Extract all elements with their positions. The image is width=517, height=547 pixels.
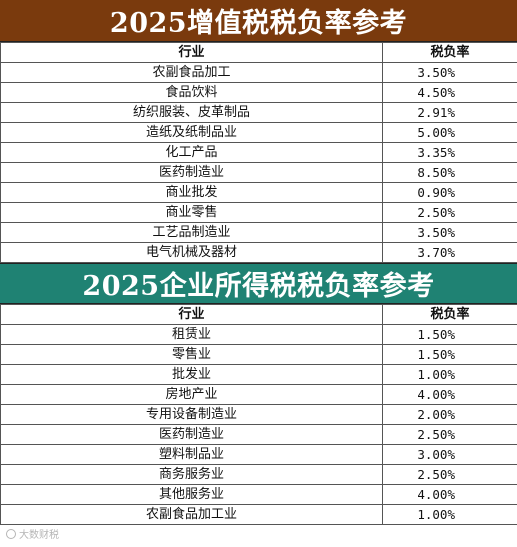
rate-cell: 1.00% — [382, 504, 517, 525]
rate-cell: 2.50% — [382, 464, 517, 485]
table-row: 批发业 1.00% — [0, 364, 517, 385]
industry-cell: 房地产业 — [0, 384, 383, 405]
cit-table-header-row: 行业 税负率 — [0, 304, 517, 325]
vat-header-rate: 税负率 — [382, 42, 517, 63]
rate-cell: 2.50% — [382, 202, 517, 223]
watermark-logo-icon — [6, 528, 16, 539]
table-row: 专用设备制造业 2.00% — [0, 404, 517, 425]
rate-cell: 5.00% — [382, 122, 517, 143]
rate-cell: 3.50% — [382, 222, 517, 243]
industry-cell: 电气机械及器材 — [0, 242, 383, 263]
industry-cell: 工艺品制造业 — [0, 222, 383, 243]
rate-cell: 1.00% — [382, 364, 517, 385]
rate-cell: 8.50% — [382, 162, 517, 183]
rate-cell: 4.50% — [382, 82, 517, 103]
industry-cell: 纺织服装、皮革制品 — [0, 102, 383, 123]
industry-cell: 医药制造业 — [0, 162, 383, 183]
rate-cell: 2.50% — [382, 424, 517, 445]
watermark-text: 大数财税 — [19, 530, 59, 541]
rate-cell: 1.50% — [382, 344, 517, 365]
rate-cell: 4.00% — [382, 384, 517, 405]
cit-header-rate: 税负率 — [382, 304, 517, 325]
table-row: 医药制造业 2.50% — [0, 424, 517, 445]
industry-cell: 农副食品加工业 — [0, 504, 383, 525]
table-row: 工艺品制造业 3.50% — [0, 222, 517, 243]
vat-table-body: 农副食品加工 3.50% 食品饮料 4.50% 纺织服装、皮革制品 2.91% … — [0, 62, 517, 263]
industry-cell: 租赁业 — [0, 324, 383, 345]
table-row: 商业零售 2.50% — [0, 202, 517, 223]
cit-section-title: 2025企业所得税税负率参考 — [0, 263, 517, 304]
rate-cell: 3.50% — [382, 62, 517, 83]
table-row: 电气机械及器材 3.70% — [0, 242, 517, 263]
table-row: 农副食品加工业 1.00% — [0, 504, 517, 525]
rate-cell: 1.50% — [382, 324, 517, 345]
watermark: 大数财税 — [6, 526, 59, 541]
rate-cell: 3.35% — [382, 142, 517, 163]
cit-rate-table: 行业 税负率 租赁业 1.50% 零售业 1.50% 批发业 1.00% 房地产… — [0, 304, 517, 525]
rate-cell: 0.90% — [382, 182, 517, 203]
vat-section-title: 2025增值税税负率参考 — [0, 0, 517, 42]
industry-cell: 商业零售 — [0, 202, 383, 223]
industry-cell: 塑料制品业 — [0, 444, 383, 465]
rate-cell: 3.70% — [382, 242, 517, 263]
industry-cell: 专用设备制造业 — [0, 404, 383, 425]
industry-cell: 化工产品 — [0, 142, 383, 163]
table-row: 商业批发 0.90% — [0, 182, 517, 203]
table-row: 房地产业 4.00% — [0, 384, 517, 405]
table-row: 塑料制品业 3.00% — [0, 444, 517, 465]
rate-cell: 2.91% — [382, 102, 517, 123]
industry-cell: 批发业 — [0, 364, 383, 385]
table-row: 零售业 1.50% — [0, 344, 517, 365]
table-row: 商务服务业 2.50% — [0, 464, 517, 485]
vat-rate-table: 行业 税负率 农副食品加工 3.50% 食品饮料 4.50% 纺织服装、皮革制品… — [0, 42, 517, 263]
cit-header-industry: 行业 — [0, 304, 383, 325]
table-row: 纺织服装、皮革制品 2.91% — [0, 102, 517, 123]
cit-table-body: 租赁业 1.50% 零售业 1.50% 批发业 1.00% 房地产业 4.00%… — [0, 324, 517, 525]
industry-cell: 零售业 — [0, 344, 383, 365]
table-row: 农副食品加工 3.50% — [0, 62, 517, 83]
rate-cell: 2.00% — [382, 404, 517, 425]
table-row: 其他服务业 4.00% — [0, 484, 517, 505]
industry-cell: 其他服务业 — [0, 484, 383, 505]
industry-cell: 商务服务业 — [0, 464, 383, 485]
table-row: 造纸及纸制品业 5.00% — [0, 122, 517, 143]
rate-cell: 4.00% — [382, 484, 517, 505]
industry-cell: 商业批发 — [0, 182, 383, 203]
industry-cell: 造纸及纸制品业 — [0, 122, 383, 143]
industry-cell: 医药制造业 — [0, 424, 383, 445]
table-row: 医药制造业 8.50% — [0, 162, 517, 183]
industry-cell: 食品饮料 — [0, 82, 383, 103]
vat-header-industry: 行业 — [0, 42, 383, 63]
table-row: 化工产品 3.35% — [0, 142, 517, 163]
industry-cell: 农副食品加工 — [0, 62, 383, 83]
vat-table-header-row: 行业 税负率 — [0, 42, 517, 63]
rate-cell: 3.00% — [382, 444, 517, 465]
table-row: 租赁业 1.50% — [0, 324, 517, 345]
table-row: 食品饮料 4.50% — [0, 82, 517, 103]
